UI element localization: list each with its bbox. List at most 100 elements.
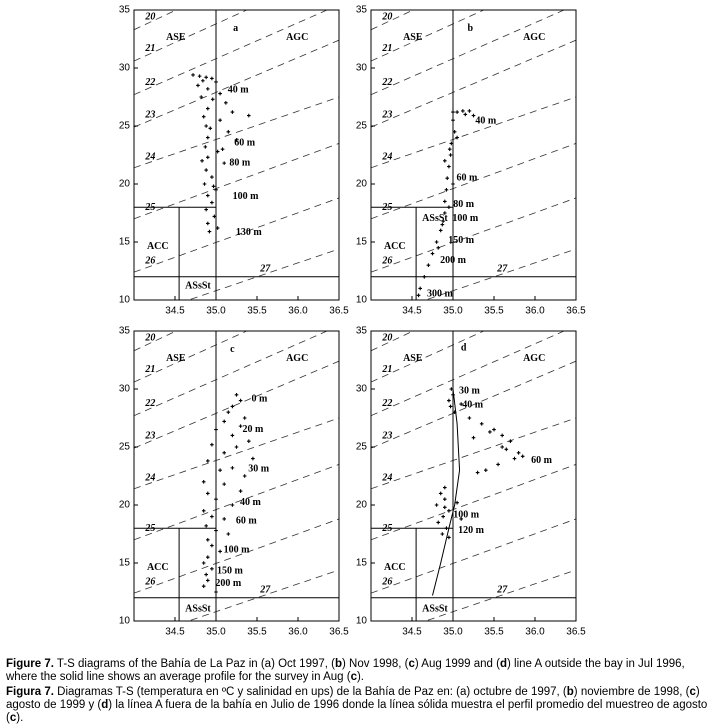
ts-point [222,451,226,455]
ts-point [222,419,226,424]
caption-segment: Figura 7. [6,686,54,698]
caption-segment: ) line A outside the bay in Jul 1996, wh… [6,658,685,683]
plot-frame [133,9,340,301]
ts-point [206,459,210,463]
y-tick-label: 30 [356,384,368,395]
ts-point [484,468,488,472]
annotation: 100 m [453,510,480,521]
x-tick-label: 36.0 [525,306,545,317]
ts-point [238,424,243,428]
isopycnal-label: 20 [381,332,392,343]
annotation: ASE [166,353,186,364]
annotation: ASE [166,32,186,43]
isopycnal-label: 22 [381,77,392,88]
ts-point [220,147,225,151]
isopycnal [134,417,339,490]
annotation: ASsSt [422,604,448,615]
ts-point [206,578,210,583]
annotation: c [230,344,235,355]
figure: 20 21 22 23 24 25 26 27 34.5 35.0 35.5 36.0 36.5 10 15… [119,5,586,638]
ts-point [436,246,441,250]
annotation: 200 m [215,578,242,589]
ts-point [224,101,228,105]
y-tick-label: 20 [356,179,368,190]
annotation: a [233,23,238,34]
y-tick-label: 35 [119,5,131,16]
isopycnal-label: 23 [144,109,155,120]
y-tick-label: 25 [356,442,368,453]
annotation: 40 m [462,400,484,411]
ts-point [441,219,445,223]
isopycnal [371,143,576,220]
annotation: d [461,343,467,354]
annotation: 200 m [440,255,467,266]
ts-point [206,155,210,160]
ts-point [230,404,235,409]
ts-point [222,161,226,165]
annotation: 80 m [229,157,251,168]
ts-point [226,410,231,414]
ts-panel: 20 21 22 23 24 25 26 27 34.5 35.0 35.5 36.0 36.5 10 15… [356,5,586,317]
ts-point [204,124,208,128]
isopycnal-label: 27 [259,584,271,595]
ts-point [210,175,214,179]
annotation: 150 m [217,565,244,576]
ts-point [459,517,463,521]
isopycnal [134,10,178,31]
ts-point [191,73,195,77]
isopycnal-label: 24 [381,472,392,483]
caption-segment: c [350,671,357,683]
ts-point [418,286,422,291]
isopycnal [371,331,566,417]
x-tick-label: 35.5 [484,306,504,317]
ts-point [204,75,208,80]
ts-point [206,555,210,559]
y-tick-label: 15 [119,237,131,248]
caption-segment: Figure 7. [6,658,54,670]
isopycnal-label: 23 [144,430,155,441]
isopycnal [424,569,576,621]
ts-point [215,149,220,154]
y-tick-label: 30 [119,384,131,395]
ts-point [214,188,218,192]
annotation: ASsSt [422,213,448,224]
isopycnal-label: 20 [144,332,155,343]
ts-point [247,113,251,118]
annotation: ASE [403,32,423,43]
isopycnal-label: 27 [496,263,508,274]
y-tick-label: 35 [119,326,131,337]
ts-point [443,505,447,510]
x-tick-label: 36.5 [329,627,349,638]
y-tick-label: 10 [356,616,368,627]
ts-point [218,91,222,96]
x-tick-label: 36.0 [288,306,308,317]
ts-point [196,83,200,88]
isopycnal [134,197,339,273]
ts-point [426,263,431,267]
ts-point [201,114,206,119]
annotation: 60 m [531,455,553,466]
ts-point [210,567,214,571]
ts-point [212,214,217,219]
ts-point [214,80,218,84]
isopycnal-label: 23 [381,109,392,120]
ts-point [206,491,210,496]
ts-point [479,422,484,426]
ts-point [199,95,204,99]
isopycnal [371,39,576,128]
ts-point [459,402,463,406]
ts-point [200,159,204,163]
caption-segment: b [335,658,343,670]
isopycnal [134,143,339,220]
isopycnal [134,518,339,594]
ts-point [230,503,235,507]
isopycnal [134,464,339,541]
y-tick-label: 35 [356,5,368,16]
ts-point [443,485,447,490]
ts-point [234,393,239,397]
ts-point [443,199,447,204]
ts-point [422,275,427,279]
ts-point [445,176,450,180]
ts-panel: 20 21 22 23 24 25 26 27 34.5 35.0 35.5 36.0 36.5 10 15… [356,326,586,638]
annotation: 300 m [427,288,454,299]
